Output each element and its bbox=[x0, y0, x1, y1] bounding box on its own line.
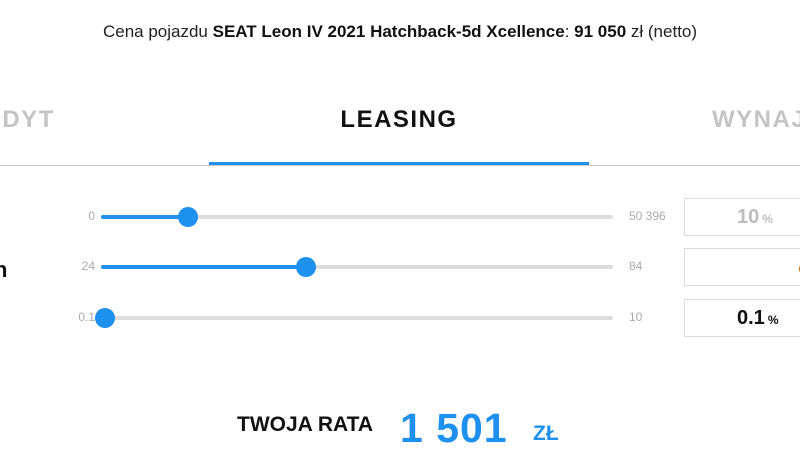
period-slider[interactable] bbox=[101, 257, 613, 277]
tabs-divider bbox=[0, 165, 800, 166]
down-payment-slider-row: 0 50 396 10% bbox=[0, 197, 800, 237]
rate-label: TWOJA RATA bbox=[237, 413, 374, 436]
buyout-slider-thumb[interactable] bbox=[95, 308, 115, 328]
active-tab-indicator bbox=[209, 162, 589, 165]
down-payment-slider[interactable] bbox=[101, 207, 613, 227]
tab-wynajem[interactable]: WYNAJ bbox=[712, 106, 800, 133]
buyout-max-label: 10 bbox=[629, 310, 643, 324]
vehicle-price: 91 050 bbox=[574, 22, 627, 41]
monthly-rate: TWOJA RATA 1 501 ZŁ bbox=[0, 400, 800, 460]
period-max-label: 84 bbox=[629, 259, 643, 273]
tab-kredyt[interactable]: REDYT bbox=[0, 106, 55, 133]
buyout-unit: % bbox=[767, 313, 779, 327]
price-separator: : bbox=[564, 22, 575, 41]
tab-leasing[interactable]: LEASING bbox=[340, 106, 458, 133]
period-min-label: 24 bbox=[81, 259, 95, 273]
vehicle-name: SEAT Leon IV 2021 Hatchback-5d Xcellence bbox=[212, 22, 565, 41]
buyout-value: 0.1 bbox=[737, 307, 765, 329]
buyout-input[interactable]: 0.1% bbox=[684, 299, 800, 337]
down-payment-fill bbox=[101, 215, 189, 219]
row-label-partial: n bbox=[0, 257, 8, 282]
rate-currency: ZŁ bbox=[533, 422, 559, 445]
financing-tabs: REDYT LEASING WYNAJ bbox=[0, 100, 800, 167]
buyout-slider[interactable] bbox=[95, 308, 613, 328]
price-currency: zł (netto) bbox=[626, 22, 698, 41]
down-payment-slider-thumb[interactable] bbox=[178, 207, 199, 227]
down-payment-value: 10 bbox=[737, 206, 760, 228]
down-payment-input[interactable]: 10% bbox=[684, 198, 800, 236]
period-fill bbox=[101, 265, 306, 269]
rate-value: 1 501 bbox=[400, 405, 508, 451]
down-payment-unit: % bbox=[762, 212, 773, 226]
period-input[interactable] bbox=[684, 248, 800, 286]
buyout-slider-row: 0.1 10 0.1% bbox=[0, 298, 800, 338]
period-slider-row: 24 84 bbox=[0, 247, 800, 287]
period-slider-thumb[interactable] bbox=[295, 257, 316, 277]
down-payment-max-label: 50 396 bbox=[629, 209, 666, 223]
price-prefix: Cena pojazdu bbox=[102, 22, 213, 41]
down-payment-min-label: 0 bbox=[88, 209, 95, 223]
buyout-min-label: 0.1 bbox=[78, 310, 95, 324]
vehicle-price-line: Cena pojazdu SEAT Leon IV 2021 Hatchback… bbox=[0, 22, 800, 42]
